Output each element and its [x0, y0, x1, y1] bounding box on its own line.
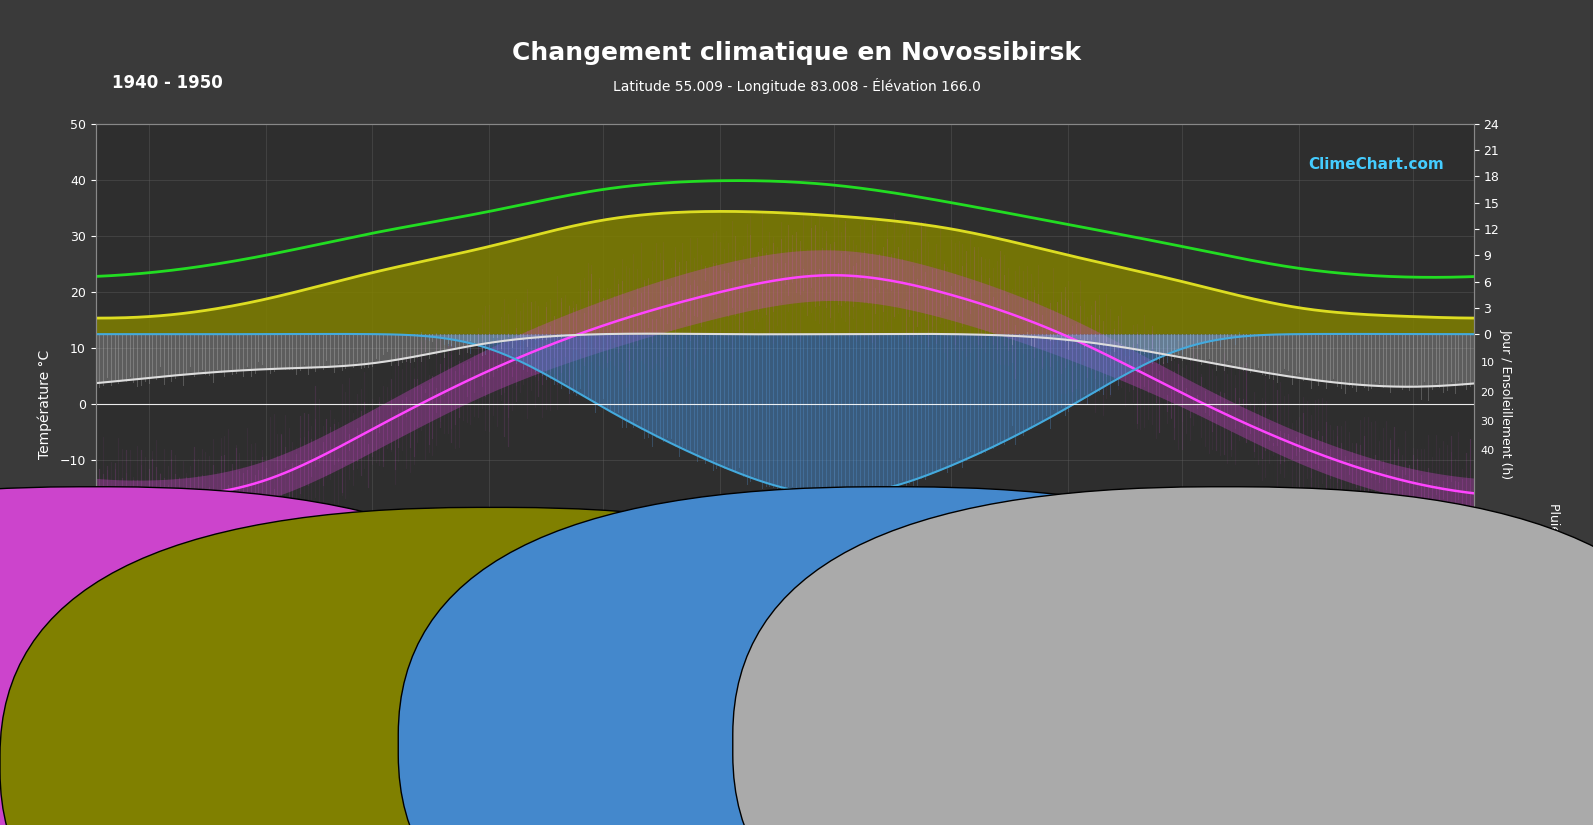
Text: Pluie (mm): Pluie (mm): [876, 708, 953, 721]
Text: 40: 40: [1480, 446, 1494, 456]
Text: —  Lumière du jour par jour: — Lumière du jour par jour: [478, 737, 640, 750]
Text: © ClimeChart.com: © ClimeChart.com: [1376, 800, 1481, 810]
Text: Neige par jour: Neige par jour: [1246, 737, 1330, 750]
Text: —  Moyenne mensuelle: — Moyenne mensuelle: [80, 770, 218, 783]
Text: 10: 10: [1480, 358, 1494, 368]
Text: ClimeChart.com: ClimeChart.com: [1308, 157, 1443, 172]
Text: Plage min / max par jour: Plage min / max par jour: [115, 737, 261, 750]
Text: 1940 - 1950: 1940 - 1950: [112, 74, 223, 92]
Text: Pluie par jour: Pluie par jour: [911, 737, 989, 750]
Text: Latitude 55.009 - Longitude 83.008 - Élévation 166.0: Latitude 55.009 - Longitude 83.008 - Élé…: [613, 78, 980, 94]
Text: Neige (mm): Neige (mm): [1211, 708, 1294, 721]
Text: 20: 20: [1480, 388, 1494, 398]
Text: —  Moyenne mensuelle d’ensoleillement: — Moyenne mensuelle d’ensoleillement: [478, 774, 718, 787]
Y-axis label: Température °C: Température °C: [38, 350, 53, 459]
Text: —  Moyenne mensuelle: — Moyenne mensuelle: [1211, 770, 1349, 783]
Text: Pluie / Neige (mm): Pluie / Neige (mm): [1547, 502, 1560, 620]
Text: Changement climatique en Novossibirsk: Changement climatique en Novossibirsk: [511, 41, 1082, 65]
Text: 30: 30: [1480, 417, 1494, 427]
Text: ClimeChart.com: ClimeChart.com: [151, 606, 287, 620]
Text: Soleil par jour: Soleil par jour: [513, 753, 596, 766]
Text: Température °C: Température °C: [80, 708, 190, 721]
Text: —  Moyenne mensuelle: — Moyenne mensuelle: [876, 770, 1015, 783]
Y-axis label: Jour / Ensoleillement (h): Jour / Ensoleillement (h): [1501, 329, 1513, 479]
Text: Jour / Ensoleillement (h): Jour / Ensoleillement (h): [478, 708, 647, 721]
